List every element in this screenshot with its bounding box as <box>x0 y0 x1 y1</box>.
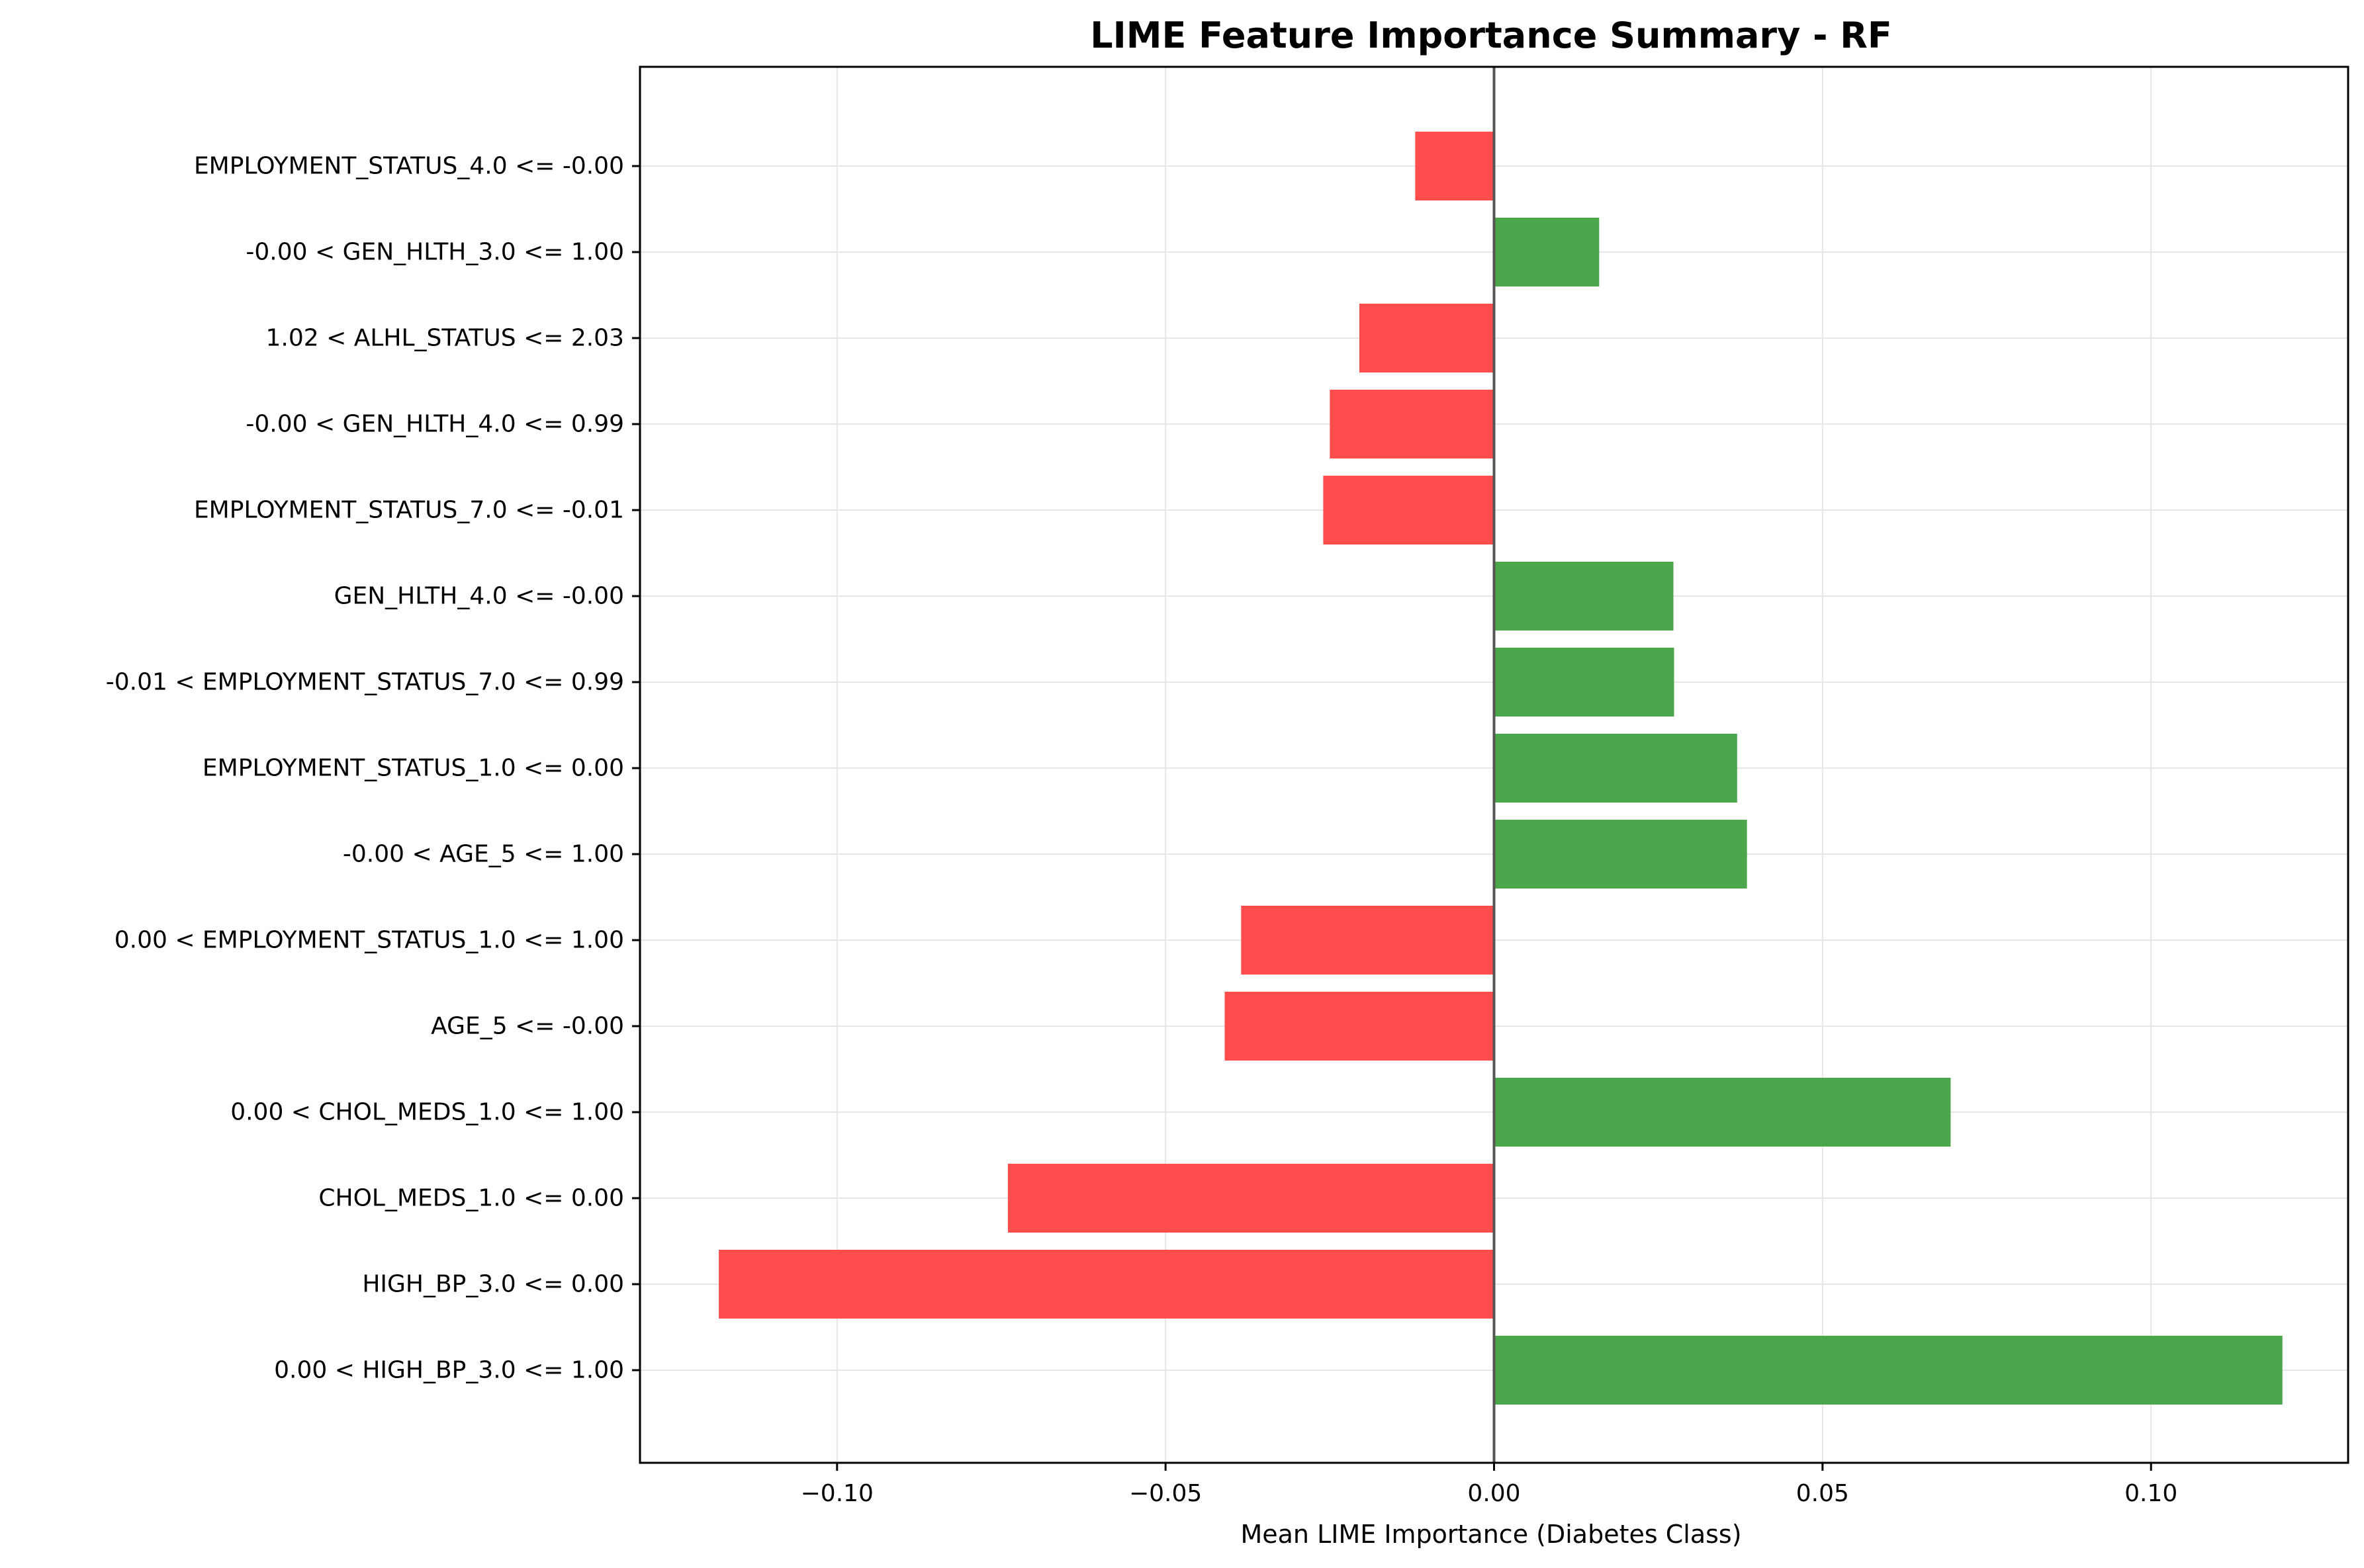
category-label: EMPLOYMENT_STATUS_1.0 <= 0.00 <box>203 755 624 782</box>
category-label: -0.00 < AGE_5 <= 1.00 <box>343 841 624 868</box>
x-tick-label: −0.05 <box>1129 1480 1202 1507</box>
x-tick-label: 0.05 <box>1796 1480 1849 1507</box>
category-label: -0.00 < GEN_HLTH_4.0 <= 0.99 <box>246 411 624 438</box>
bar <box>1224 992 1494 1061</box>
bar <box>1007 1164 1494 1233</box>
category-label: HIGH_BP_3.0 <= 0.00 <box>362 1271 624 1298</box>
bar <box>1494 1336 2283 1405</box>
chart-title: LIME Feature Importance Summary - RF <box>1090 15 1892 56</box>
x-tick-label: 0.10 <box>2124 1480 2177 1507</box>
bar <box>1494 648 1674 717</box>
category-label: AGE_5 <= -0.00 <box>431 1013 624 1040</box>
category-label: 0.00 < CHOL_MEDS_1.0 <= 1.00 <box>230 1099 624 1126</box>
category-label: 1.02 < ALHL_STATUS <= 2.03 <box>266 325 624 352</box>
category-label: -0.00 < GEN_HLTH_3.0 <= 1.00 <box>246 239 624 266</box>
bar <box>1494 820 1747 889</box>
bar <box>1494 734 1737 803</box>
bar <box>1494 1078 1951 1147</box>
bar <box>1330 390 1494 458</box>
category-label: GEN_HLTH_4.0 <= -0.00 <box>334 583 624 610</box>
bar-layer <box>719 132 2283 1405</box>
bar <box>1241 906 1494 975</box>
category-label: -0.01 < EMPLOYMENT_STATUS_7.0 <= 0.99 <box>106 669 624 696</box>
category-label: EMPLOYMENT_STATUS_4.0 <= -0.00 <box>194 153 624 180</box>
category-label: CHOL_MEDS_1.0 <= 0.00 <box>318 1185 624 1212</box>
category-label: 0.00 < HIGH_BP_3.0 <= 1.00 <box>274 1357 624 1384</box>
axis-layer: EMPLOYMENT_STATUS_4.0 <= -0.00 -0.00 < GE… <box>106 65 2349 1507</box>
bar <box>1494 562 1674 631</box>
bar <box>1359 304 1494 372</box>
bar <box>1494 218 1600 286</box>
category-label: EMPLOYMENT_STATUS_7.0 <= -0.01 <box>194 497 624 524</box>
x-axis-label: Mean LIME Importance (Diabetes Class) <box>1240 1520 1741 1549</box>
x-tick-label: 0.00 <box>1467 1480 1520 1507</box>
bar <box>1415 132 1494 200</box>
category-label: 0.00 < EMPLOYMENT_STATUS_1.0 <= 1.00 <box>114 927 624 954</box>
bar <box>719 1250 1494 1319</box>
bar <box>1323 476 1494 544</box>
x-tick-label: −0.10 <box>801 1480 874 1507</box>
